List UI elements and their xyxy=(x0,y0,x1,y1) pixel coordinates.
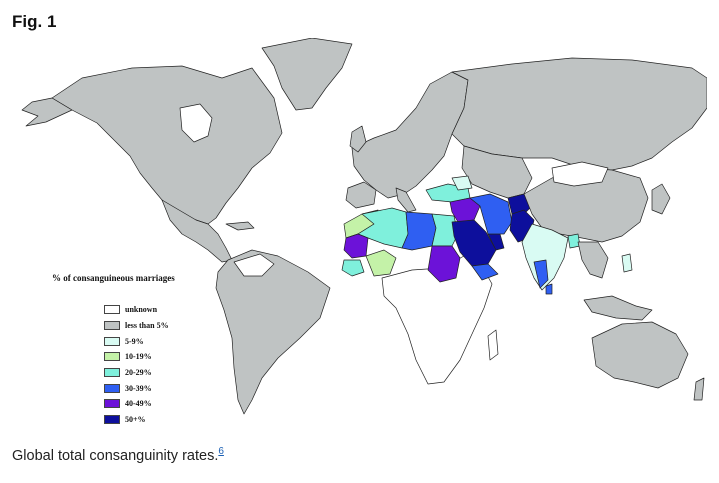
region-iran xyxy=(469,193,513,235)
region-hudson-bay xyxy=(179,103,213,143)
region-europe xyxy=(351,71,469,199)
legend-items: unknown less than 5% 5-9% 10-19% 20-29% 30-39… xyxy=(104,302,169,428)
legend-item: 50+% xyxy=(104,412,169,428)
region-alaska xyxy=(21,97,73,127)
world-map xyxy=(12,38,707,424)
region-india xyxy=(521,223,569,291)
figure-caption: Global total consanguinity rates.6 xyxy=(12,443,224,464)
legend-swatch xyxy=(104,415,120,425)
legend-item: less than 5% xyxy=(104,318,169,334)
legend-label: 50+% xyxy=(125,415,146,425)
region-south-india xyxy=(533,259,549,289)
legend-item: 40-49% xyxy=(104,396,169,412)
legend-swatch xyxy=(104,368,120,378)
region-indonesia xyxy=(583,295,653,321)
region-new-zealand xyxy=(693,377,705,401)
region-iberia xyxy=(345,181,377,209)
region-caucasus xyxy=(451,175,473,191)
legend-label: 20-29% xyxy=(125,368,152,378)
footnote-superscript: 6 xyxy=(218,443,224,457)
legend-item: 5-9% xyxy=(104,333,169,349)
legend-item: 10-19% xyxy=(104,349,169,365)
region-russia xyxy=(451,57,707,171)
region-mali xyxy=(365,249,397,277)
legend-label: unknown xyxy=(125,305,158,315)
region-italy xyxy=(395,187,417,213)
region-yemen xyxy=(471,263,499,281)
legend-swatch xyxy=(104,383,120,393)
figure-title: Fig. 1 xyxy=(12,12,57,31)
region-southeast-asia xyxy=(577,241,609,279)
region-australia xyxy=(591,321,689,389)
region-sri-lanka xyxy=(545,283,553,295)
region-west-africa xyxy=(341,259,365,277)
region-caribbean xyxy=(225,221,255,231)
region-north-america xyxy=(51,65,283,225)
region-korea-japan xyxy=(651,183,671,215)
legend-item: unknown xyxy=(104,302,169,318)
legend-item: 30-39% xyxy=(104,380,169,396)
legend-label: 40-49% xyxy=(125,399,152,409)
region-uk xyxy=(349,125,367,153)
region-south-america xyxy=(215,249,331,415)
legend-item: 20-29% xyxy=(104,365,169,381)
region-greenland xyxy=(261,38,353,111)
region-mauritania xyxy=(343,233,369,259)
legend-label: 5-9% xyxy=(125,336,144,346)
region-algeria xyxy=(357,207,409,249)
legend-label: less than 5% xyxy=(125,321,169,331)
legend-swatch xyxy=(104,305,120,315)
region-philippines xyxy=(621,253,633,273)
legend-swatch xyxy=(104,321,120,331)
region-south-america-north xyxy=(233,253,275,277)
legend-swatch xyxy=(104,399,120,409)
region-madagascar xyxy=(487,329,499,361)
footnote-link[interactable]: 6 xyxy=(218,446,224,457)
legend: % of consanguineous marriages unknown les… xyxy=(52,273,175,425)
legend-label: 30-39% xyxy=(125,383,152,393)
region-mongolia xyxy=(551,161,609,187)
region-sudan xyxy=(427,245,461,283)
region-bangladesh xyxy=(567,233,581,249)
legend-swatch xyxy=(104,352,120,362)
legend-swatch xyxy=(104,336,120,346)
legend-label: 10-19% xyxy=(125,352,152,362)
caption-text: Global total consanguinity rates. xyxy=(12,447,219,464)
legend-title: % of consanguineous marriages xyxy=(52,273,175,283)
